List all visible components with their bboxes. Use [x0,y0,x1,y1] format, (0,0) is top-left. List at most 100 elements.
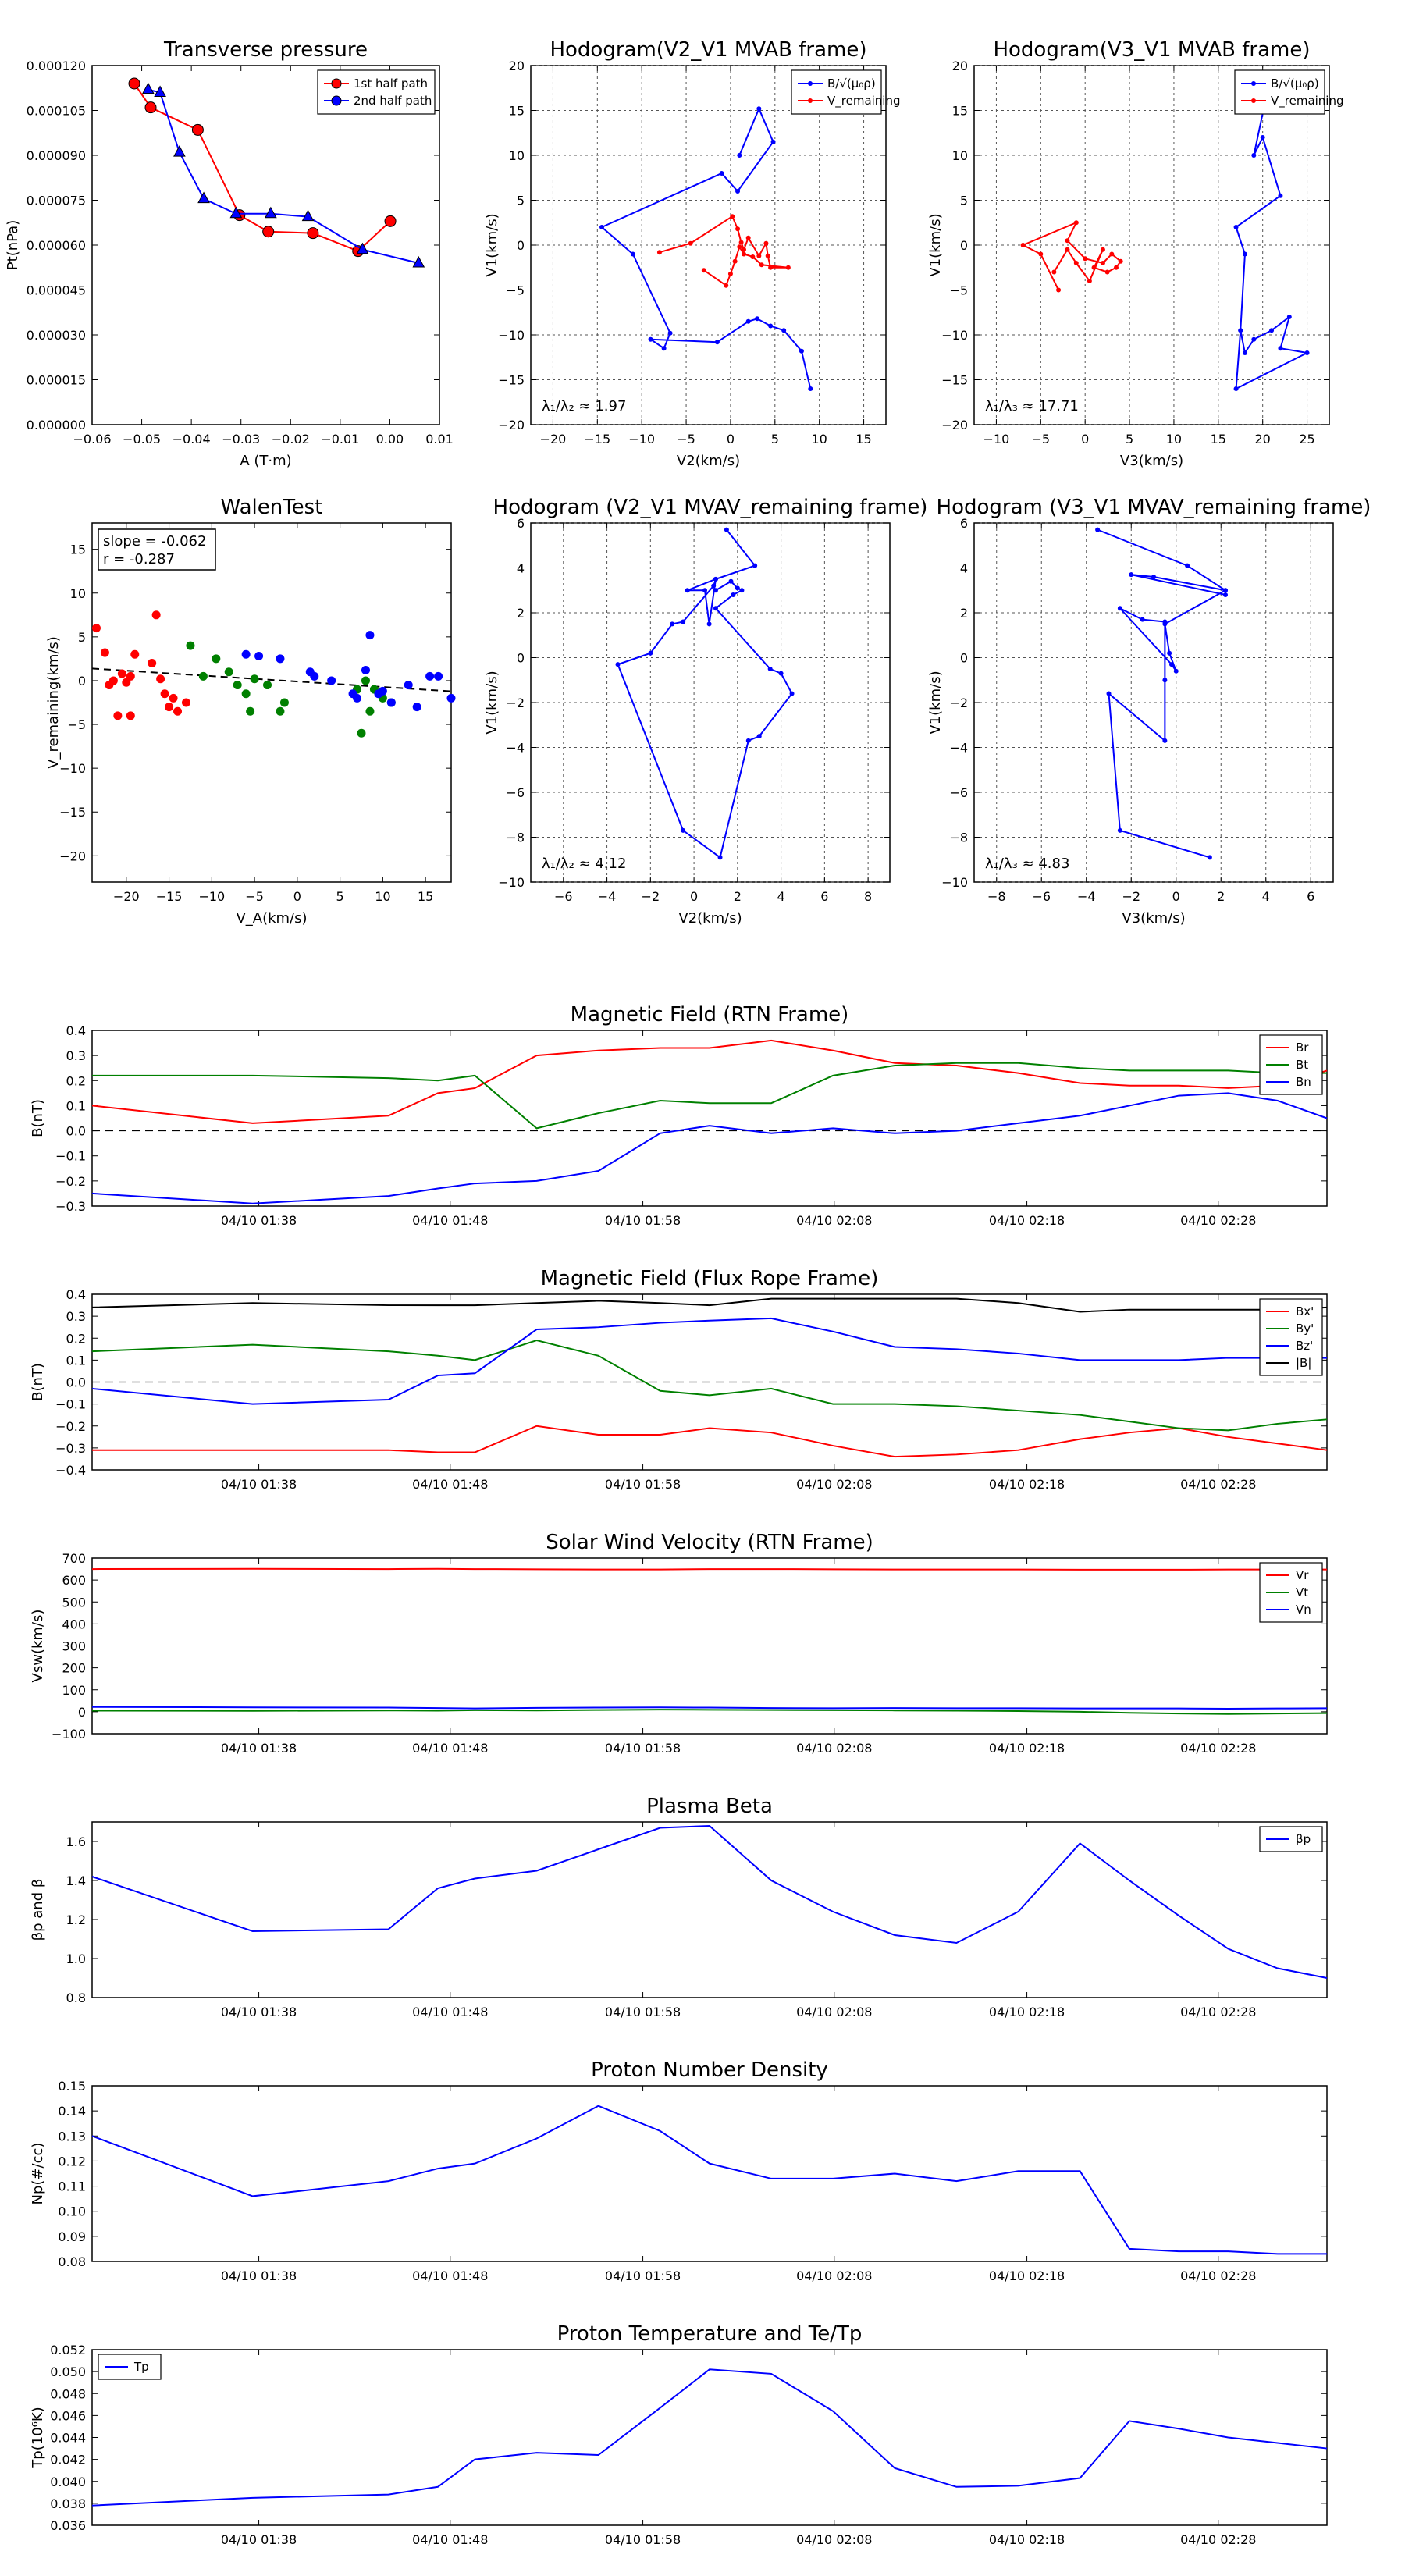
data-point [1162,738,1168,743]
data-point [785,265,791,270]
correlation-label: r = -0.287 [103,551,175,568]
y-tick-label: −5 [949,283,968,298]
series-v-remaining [656,214,791,288]
y-tick-label: 500 [62,1595,86,1610]
plot-frame [91,65,440,425]
y-tick-label: −2 [506,696,525,710]
data-point [263,681,272,690]
data-point [386,698,396,707]
series-line-tp [91,2368,1328,2507]
data-point [1242,350,1247,355]
data-point [745,738,751,743]
series-line-by [91,1340,1328,1432]
data-point [1065,238,1070,244]
data-point [738,240,744,245]
y-tick-label: 2 [960,606,968,621]
data-point [1162,678,1168,683]
data-point [1278,193,1283,198]
y-tick-label: −6 [949,785,968,800]
data-point [1118,258,1123,264]
plot-frame [530,522,891,883]
y-tick-label: 20 [509,59,525,73]
data-point [130,649,140,659]
x-axis-label: V_A(km/s) [236,910,307,927]
y-axis-label: B(nT) [30,1099,46,1137]
legend-label: Bn [1296,1075,1311,1089]
data-point [752,563,758,568]
x-tick-label: 15 [1211,432,1226,447]
y-tick-label: −8 [949,831,968,845]
y-tick-label: −20 [941,418,968,432]
data-point [717,855,723,860]
y-tick-label: −8 [506,831,525,845]
data-point [310,671,319,681]
x-tick-label: −10 [628,432,655,447]
y-tick-label: −10 [498,875,525,890]
x-tick-label: −15 [584,432,610,447]
series-line-vt [91,1709,1328,1715]
x-tick-label: 0 [293,889,301,904]
data-point [425,671,435,681]
y-axis-label: B(nT) [30,1363,46,1401]
data-point [1251,336,1257,342]
y-tick-label: 0.000045 [27,283,86,298]
y-tick-label: 0 [517,651,525,666]
x-tick-label: −5 [677,432,695,447]
data-point [735,585,740,591]
x-axis-label: V3(km/s) [1122,910,1185,927]
x-tick-label: −6 [1032,889,1051,904]
x-tick-label: −2 [1122,889,1140,904]
y-tick-label: −0.3 [55,1199,86,1214]
chart-title: Solar Wind Velocity (RTN Frame) [546,1531,873,1554]
y-axis-label: V1(km/s) [484,213,500,276]
data-point [615,662,621,667]
data-point [724,283,729,288]
y-tick-label: 15 [952,104,968,119]
data-point [756,106,762,112]
data-point [714,340,720,345]
x-tick-label: 8 [864,889,872,904]
y-tick-label: −10 [941,875,968,890]
y-tick-label: 15 [70,543,86,557]
y-tick-label: 0.000030 [27,328,86,343]
y-tick-label: 0.3 [66,1048,86,1063]
y-tick-label: −6 [506,785,525,800]
x-tick-label: 2 [1217,889,1225,904]
y-tick-label: −20 [59,849,86,863]
data-point [648,650,653,656]
legend-label: B/√(μ₀ρ) [1271,76,1319,91]
legend: 1st half path 2nd half path [317,69,436,115]
series-group-0 [615,527,795,860]
y-tick-label: −10 [498,328,525,343]
data-point [1304,350,1310,355]
chart-title: WalenTest [221,496,323,519]
y-tick-label: 1.6 [66,1834,86,1849]
x-tick-label: 2 [734,889,742,904]
data-point [1129,572,1134,578]
data-point [1233,386,1239,391]
series-line-bx [92,1425,1328,1458]
data-point [756,734,762,739]
data-point [198,671,208,681]
series-line-vn [91,1706,1328,1710]
series-group-0 [91,610,190,720]
x-axis-label: A (T·m) [240,453,291,469]
data-point [1051,269,1057,275]
x-tick-label: −2 [642,889,660,904]
y-tick-label: 0.000120 [27,59,86,73]
series-line-br [91,1039,1328,1124]
data-point [126,671,135,681]
data-point [1238,328,1243,333]
data-point [262,226,275,238]
x-tick-label: 04/10 01:38 [221,2268,297,2283]
data-point [713,606,718,611]
x-tick-label: 04/10 02:28 [1180,2268,1256,2283]
y-tick-label: 600 [62,1573,86,1588]
eigen-ratio-label: λ₁/λ₃ ≈ 4.83 [985,856,1069,872]
x-tick-label: 10 [1166,432,1182,447]
data-point [768,323,774,329]
data-point [808,386,813,391]
chart-np: 04/10 01:38 04/10 01:48 04/10 01:58 04/10 0… [30,2058,1328,2283]
legend-label: Vt [1296,1585,1308,1599]
x-tick-label: 04/10 01:58 [605,2005,681,2019]
